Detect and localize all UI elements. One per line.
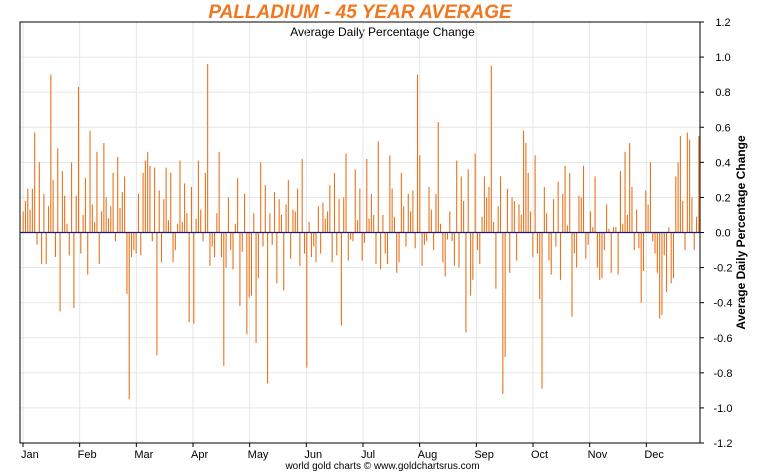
x-tick-label: Jun bbox=[304, 449, 322, 461]
x-tick-label: Jan bbox=[21, 449, 39, 461]
x-tick-label: Apr bbox=[191, 449, 208, 461]
x-tick-label: Dec bbox=[644, 449, 664, 461]
y-axis-title: Average Daily Percentage Change bbox=[734, 135, 748, 330]
x-tick-label: Oct bbox=[531, 449, 548, 461]
y-tick-label: -0.8 bbox=[714, 368, 733, 380]
x-tick-label: Sep bbox=[474, 449, 494, 461]
y-tick-label: 0.6 bbox=[715, 122, 730, 134]
x-tick-label: May bbox=[248, 449, 269, 461]
y-tick-label: 0.0 bbox=[715, 228, 730, 240]
x-tick-label: Nov bbox=[588, 449, 608, 461]
chart-footer: world gold charts © www.goldchartsrus.co… bbox=[285, 461, 480, 472]
y-tick-label: -1.2 bbox=[714, 438, 733, 450]
x-tick-label: Mar bbox=[134, 449, 153, 461]
y-tick-label: -0.2 bbox=[714, 263, 733, 275]
y-tick-label: 1.0 bbox=[715, 52, 730, 64]
y-tick-label: 0.2 bbox=[715, 192, 730, 204]
chart-subtitle: Average Daily Percentage Change bbox=[290, 25, 475, 39]
y-tick-label: -1.0 bbox=[714, 403, 733, 415]
y-tick-label: 0.4 bbox=[715, 157, 730, 169]
x-tick-label: Feb bbox=[78, 449, 97, 461]
y-tick-label: -0.6 bbox=[714, 333, 733, 345]
chart-title: PALLADIUM - 45 YEAR AVERAGE bbox=[208, 2, 512, 23]
y-tick-label: 0.8 bbox=[715, 87, 730, 99]
x-tick-label: Aug bbox=[418, 449, 438, 461]
y-tick-label: 1.2 bbox=[715, 17, 730, 29]
x-tick-label: Jul bbox=[361, 449, 375, 461]
y-tick-label: -0.4 bbox=[714, 298, 733, 310]
